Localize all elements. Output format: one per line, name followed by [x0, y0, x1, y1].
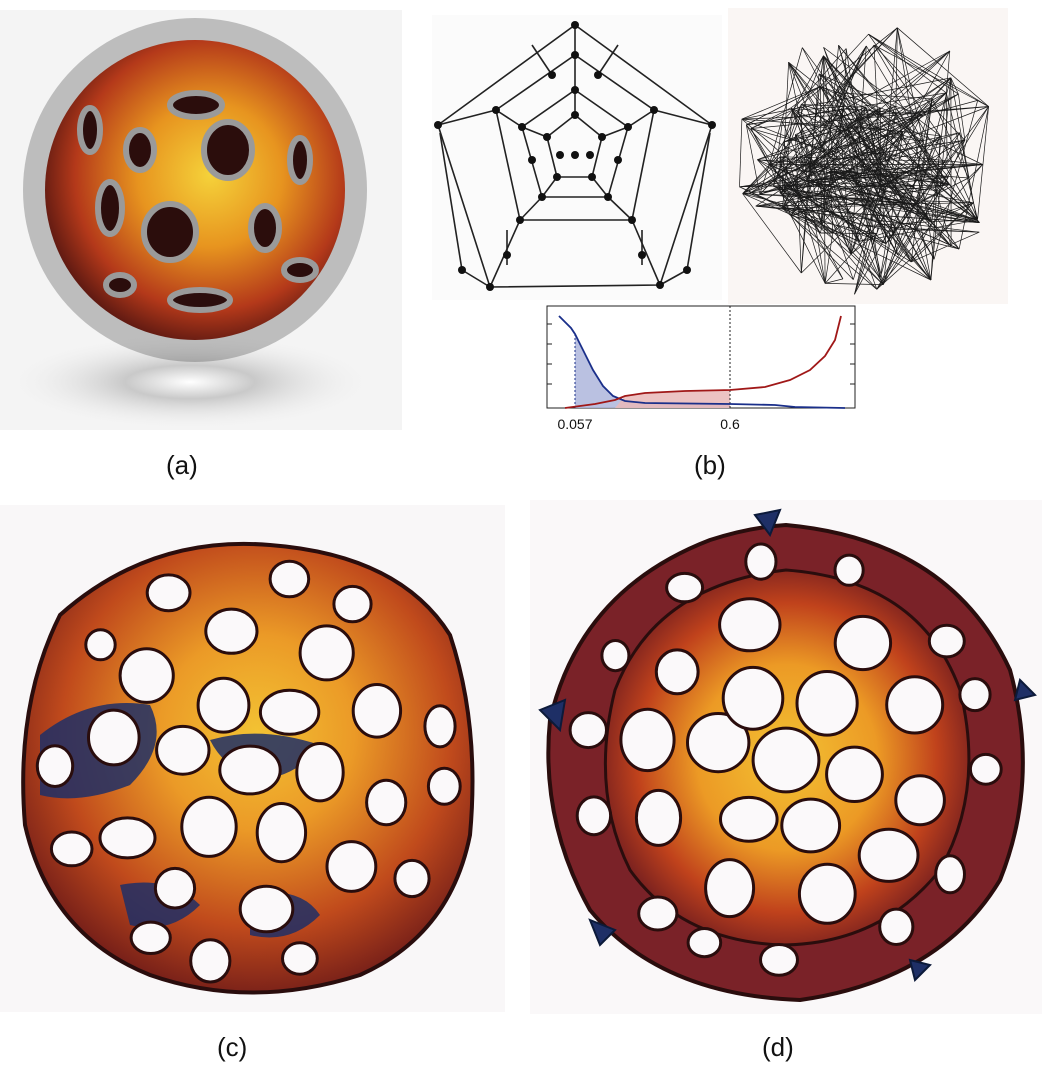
drop-shadow — [5, 334, 375, 430]
pore — [145, 573, 192, 613]
hairball-edges — [739, 27, 989, 295]
pore — [118, 647, 175, 704]
distribution-plot: 0.057 0.6 — [545, 304, 857, 436]
pore — [393, 858, 431, 899]
pore — [634, 788, 683, 847]
pore — [894, 774, 946, 827]
surface-d-navy-nodes — [538, 508, 1037, 982]
pore — [281, 941, 319, 976]
molecule-body — [45, 40, 345, 340]
pore — [833, 614, 893, 672]
ring-holes — [77, 90, 319, 313]
blue-area — [575, 334, 730, 408]
pore — [719, 795, 779, 843]
pore — [704, 858, 756, 919]
pore — [833, 553, 865, 587]
pore — [759, 943, 799, 977]
pore — [255, 802, 308, 864]
pore — [204, 607, 259, 655]
pore — [927, 623, 966, 659]
surface-d-pores — [568, 542, 1003, 977]
red-curve — [564, 315, 842, 409]
pore — [575, 795, 613, 837]
caption-a: (a) — [166, 450, 198, 480]
pore — [84, 628, 117, 662]
x-tick-label-1: 0.6 — [720, 416, 740, 432]
fullerene-volume-render — [0, 10, 402, 430]
pore — [885, 675, 945, 735]
caption-c: (c) — [217, 1032, 248, 1062]
pore — [98, 816, 157, 860]
pore — [423, 704, 457, 749]
pore — [129, 920, 172, 955]
dense-graph-hairball — [728, 8, 1008, 304]
fullerene-surface-c — [0, 505, 505, 1012]
pore — [218, 744, 282, 796]
fullerene-surface-d — [530, 500, 1042, 1014]
pore — [196, 676, 251, 734]
caption-d: (d) — [762, 1032, 794, 1062]
pore — [600, 639, 631, 673]
pore — [426, 766, 462, 806]
graph-nodes — [434, 21, 716, 291]
graph-svg — [434, 21, 716, 291]
pore — [797, 862, 857, 925]
pore — [654, 648, 700, 696]
caption-b: (b) — [694, 450, 726, 480]
pore — [153, 866, 197, 910]
pore — [258, 688, 321, 736]
pore — [35, 744, 75, 789]
distribution-plot-svg: 0.057 0.6 — [546, 305, 856, 432]
pore — [795, 670, 859, 737]
pore — [87, 708, 141, 767]
pore — [721, 665, 785, 731]
pore — [857, 827, 920, 883]
pore — [665, 571, 705, 604]
pore — [268, 559, 311, 599]
pore — [718, 597, 782, 653]
pore — [180, 795, 238, 858]
pore — [298, 624, 355, 682]
surface-d-svg — [538, 508, 1037, 1003]
pore — [637, 895, 679, 932]
pore — [238, 884, 295, 934]
pore — [155, 724, 211, 776]
surface-c-svg — [21, 541, 475, 995]
pore — [568, 711, 608, 750]
pore — [686, 927, 723, 959]
pore — [934, 854, 967, 895]
pore — [49, 830, 94, 868]
pore — [744, 542, 778, 581]
pore — [968, 752, 1003, 786]
pore — [780, 797, 842, 854]
pore — [878, 907, 915, 946]
graph-edges — [437, 24, 713, 288]
pore — [189, 938, 232, 984]
x-tick-label-0: 0.057 — [557, 416, 592, 432]
pore — [332, 584, 373, 624]
y-ticks — [547, 323, 855, 385]
pore — [958, 677, 992, 713]
pore — [325, 840, 378, 893]
fullerene-volume-svg — [5, 18, 375, 430]
pore — [825, 745, 884, 803]
pore — [365, 778, 408, 827]
pore — [686, 712, 751, 774]
blue-curve — [558, 315, 846, 409]
hairball-svg — [739, 27, 989, 295]
pore — [351, 683, 403, 739]
schlegel-graph — [432, 15, 722, 300]
pore — [751, 726, 821, 794]
pore — [619, 707, 676, 773]
pore — [295, 742, 345, 803]
surface-c-pores — [35, 559, 462, 984]
